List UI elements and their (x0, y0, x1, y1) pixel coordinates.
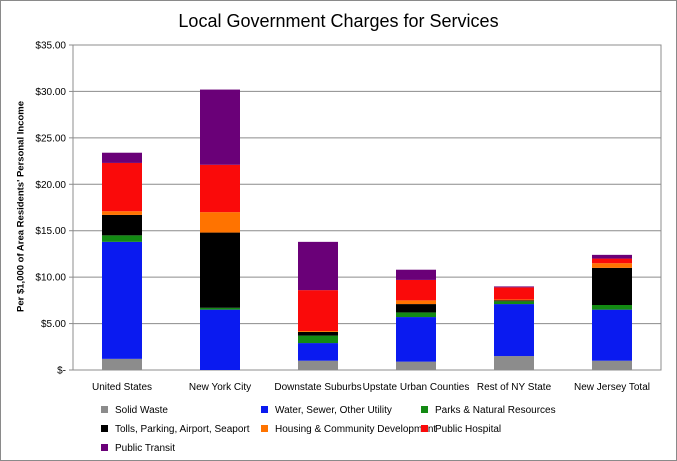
bar-segment (494, 299, 534, 301)
legend-item: Housing & Community Development (261, 423, 436, 437)
y-tick-label: $35.00 (35, 41, 66, 52)
y-tick-label: $25.00 (35, 133, 66, 144)
bar-segment (494, 301, 534, 305)
bar-segment (396, 300, 436, 305)
legend-item: Public Hospital (421, 423, 501, 437)
bar-segment (494, 300, 534, 302)
bar-segment (396, 361, 436, 370)
bar-segment (592, 263, 632, 268)
bar-segment (298, 290, 338, 331)
bar-segment (494, 304, 534, 357)
legend-swatch (101, 444, 108, 451)
legend-swatch (421, 406, 428, 413)
bar-segment (396, 317, 436, 362)
legend-swatch (421, 425, 428, 432)
bar-segment (200, 309, 240, 370)
legend-swatch (261, 406, 268, 413)
bar-segment (298, 360, 338, 370)
bar-segment (592, 267, 632, 305)
bar-segment (102, 162, 142, 212)
bar-segment (200, 164, 240, 213)
y-tick-label: $5.00 (41, 319, 66, 330)
bar-segment (592, 254, 632, 259)
legend-item: Public Transit (101, 442, 175, 456)
legend-label: Public Hospital (435, 424, 502, 435)
bar-segment (592, 305, 632, 310)
bar-segment (200, 232, 240, 308)
x-tick-label: Rest of NY State (477, 382, 552, 393)
bar-segment (102, 152, 142, 163)
legend-label: Public Transit (115, 443, 176, 454)
legend-label: Solid Waste (115, 405, 168, 416)
legend-swatch (261, 425, 268, 432)
bar-segment (396, 269, 436, 280)
x-tick-label: Downstate Suburbs (274, 382, 361, 393)
bar-segment (298, 343, 338, 361)
bar-segment (102, 241, 142, 359)
bar-segment (298, 335, 338, 344)
bar-segment (200, 212, 240, 233)
legend-swatch (101, 425, 108, 432)
y-tick-label: $- (57, 366, 66, 377)
y-tick-label: $30.00 (35, 87, 66, 98)
legend-item: Water, Sewer, Other Utility (261, 404, 392, 418)
bar-segment (592, 360, 632, 370)
bar-segment (102, 235, 142, 242)
bar-segment (200, 89, 240, 165)
bar-segment (494, 287, 534, 300)
plot-border (72, 44, 662, 371)
bar-segment (396, 312, 436, 318)
bar-segment (592, 258, 632, 264)
legend-item: Solid Waste (101, 404, 168, 418)
y-tick-label: $20.00 (35, 180, 66, 191)
bar-segment (102, 214, 142, 236)
bar-segment (298, 331, 338, 336)
bar-segment (298, 241, 338, 291)
legend-swatch (101, 406, 108, 413)
chart-title: Local Government Charges for Services (178, 11, 499, 31)
bar-segment (298, 331, 338, 332)
bar-segment (396, 304, 436, 313)
x-tick-label: Upstate Urban Counties (363, 382, 470, 393)
bar-segment (102, 358, 142, 370)
bar-segment (592, 309, 632, 361)
y-tick-label: $10.00 (35, 273, 66, 284)
bar-segment (494, 356, 534, 370)
bar-segment (102, 211, 142, 215)
legend-label: Housing & Community Development (275, 424, 437, 435)
y-tick-label: $15.00 (35, 226, 66, 237)
bar-segment (200, 307, 240, 310)
x-tick-label: New Jersey Total (574, 382, 650, 393)
bar-segment (396, 279, 436, 301)
x-tick-label: United States (92, 382, 152, 393)
legend-label: Parks & Natural Resources (435, 405, 556, 416)
legend-item: Tolls, Parking, Airport, Seaport (101, 423, 250, 437)
legend-label: Tolls, Parking, Airport, Seaport (115, 424, 250, 435)
legend-label: Water, Sewer, Other Utility (275, 405, 392, 416)
plot-area: $- $5.00 $10.00 $15.00 $20.00 $25.00 $30.00 $35… (35, 41, 662, 393)
x-tick-label: New York City (189, 382, 251, 393)
legend-item: Parks & Natural Resources (421, 404, 556, 418)
bar-segment (494, 286, 534, 288)
